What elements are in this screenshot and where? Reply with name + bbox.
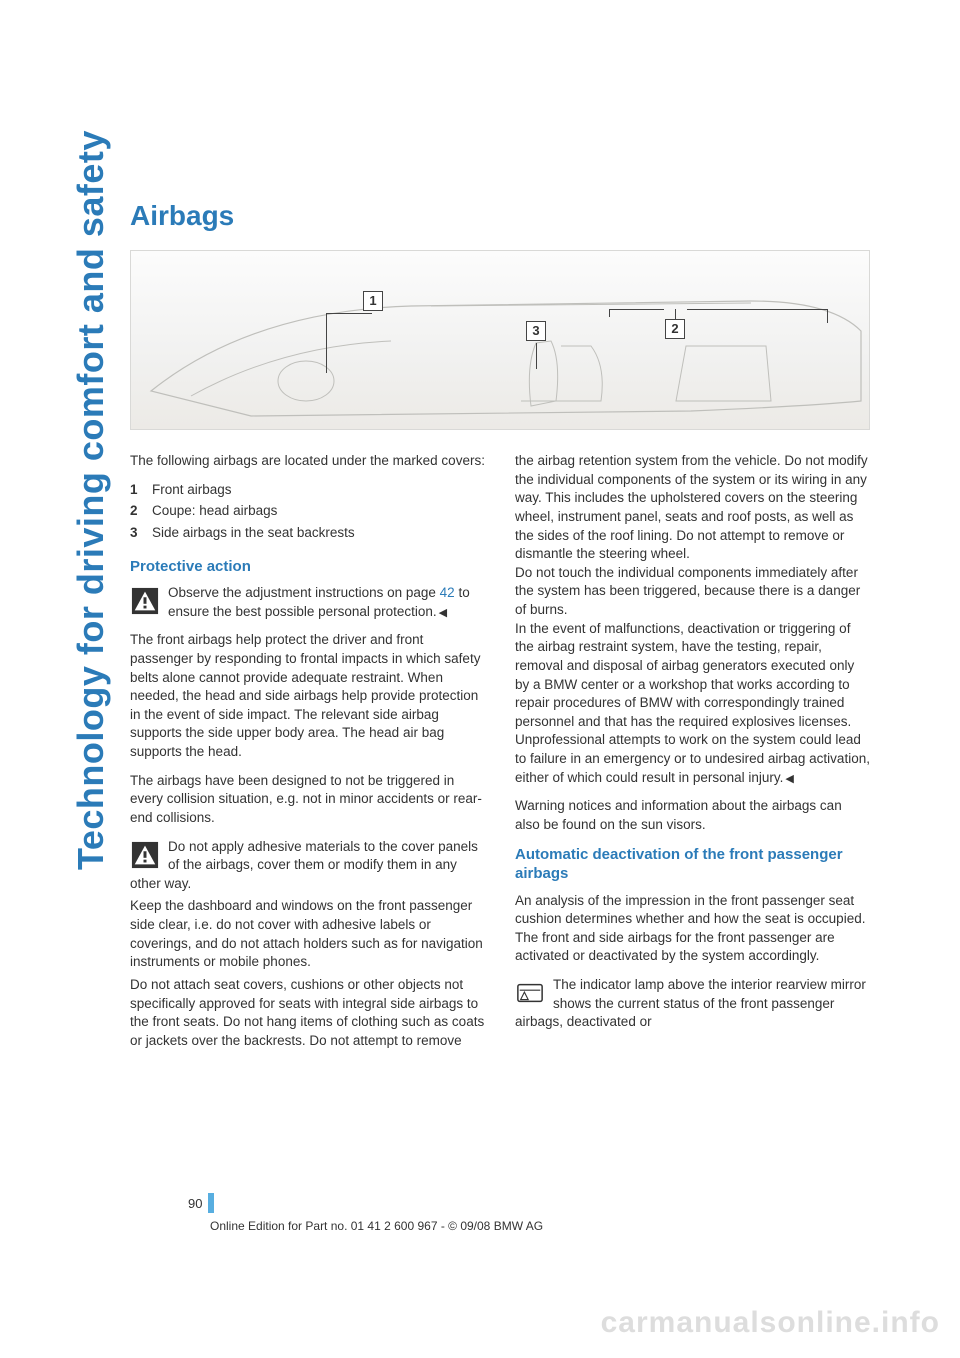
indicator-lamp-para: The indicator lamp above the interior re… <box>515 976 870 1032</box>
lamp-text: The indicator lamp above the interior re… <box>515 977 866 1029</box>
section-label: Technology for driving comfort and safet… <box>70 130 112 870</box>
footer-edition: Online Edition for Part no. 01 41 2 600 … <box>210 1219 543 1233</box>
list-item: 3 Side airbags in the seat backrests <box>130 524 485 543</box>
cont3: In the event of malfunctions, deactivati… <box>515 620 870 788</box>
cont3-text: In the event of malfunctions, deactivati… <box>515 621 870 785</box>
indicator-lamp-icon <box>515 978 545 1008</box>
left-column: The following airbags are located under … <box>130 452 485 1050</box>
list-item: 1 Front airbags <box>130 481 485 500</box>
callout-1-leader-h <box>326 313 372 314</box>
list-num: 1 <box>130 481 152 500</box>
cont4: Warning notices and information about th… <box>515 797 870 834</box>
design-para: The airbags have been designed to not be… <box>130 772 485 828</box>
adhesive-warning: Do not apply adhesive materials to the c… <box>130 838 485 894</box>
warn-text-pre: Observe the adjustment instructions on p… <box>168 585 440 600</box>
intro-text: The following airbags are located under … <box>130 452 485 471</box>
warning-icon <box>130 840 160 870</box>
warning-icon <box>130 586 160 616</box>
page-link[interactable]: 42 <box>440 585 455 600</box>
list-text: Side airbags in the seat backrests <box>152 524 355 543</box>
page-number-bar <box>208 1193 214 1213</box>
callout-2-leader-h1 <box>609 309 664 310</box>
airbag-diagram: 1 3 2 <box>130 250 870 430</box>
airbag-list: 1 Front airbags 2 Coupe: head airbags 3 … <box>130 481 485 543</box>
warn2-p2: Keep the dashboard and windows on the fr… <box>130 897 485 972</box>
car-interior-sketch <box>131 251 871 431</box>
list-text: Front airbags <box>152 481 232 500</box>
right-column: the airbag retention system from the veh… <box>515 452 870 1050</box>
callout-2: 2 <box>665 319 685 339</box>
page-title: Airbags <box>130 200 890 232</box>
list-text: Coupe: head airbags <box>152 502 277 521</box>
callout-1: 1 <box>363 291 383 311</box>
callout-3-leader <box>536 343 537 369</box>
page-number-wrap: 90 <box>188 1193 214 1213</box>
list-item: 2 Coupe: head airbags <box>130 502 485 521</box>
front-airbags-para: The front airbags help protect the drive… <box>130 631 485 761</box>
callout-1-leader-v <box>326 313 327 373</box>
end-mark-icon <box>783 769 793 788</box>
callout-2-leader-v3 <box>827 309 828 323</box>
text-columns: The following airbags are located under … <box>130 452 890 1050</box>
warn2-lead: Do not apply adhesive materials to the c… <box>130 839 478 891</box>
callout-2-leader-v2 <box>609 309 610 317</box>
auto-deactivation-heading: Automatic deactivation of the front pass… <box>515 845 870 884</box>
auto-p1: An analysis of the impression in the fro… <box>515 892 870 967</box>
protective-action-heading: Protective action <box>130 557 485 577</box>
callout-3: 3 <box>526 321 546 341</box>
callout-2-leader-h2 <box>687 309 827 310</box>
warn2-p3: Do not attach seat covers, cushions or o… <box>130 976 485 1051</box>
list-num: 3 <box>130 524 152 543</box>
manual-page: Technology for driving comfort and safet… <box>0 0 960 1358</box>
content-area: Airbags 1 3 2 <box>130 200 890 1050</box>
page-number: 90 <box>188 1196 202 1211</box>
callout-2-leader-v <box>675 309 676 319</box>
cont2: Do not touch the individual components i… <box>515 564 870 620</box>
list-num: 2 <box>130 502 152 521</box>
end-mark-icon <box>437 603 447 622</box>
cont1: the airbag retention system from the veh… <box>515 452 870 564</box>
protective-warning: Observe the adjustment instructions on p… <box>130 584 485 621</box>
watermark: carmanualsonline.info <box>601 1306 940 1340</box>
